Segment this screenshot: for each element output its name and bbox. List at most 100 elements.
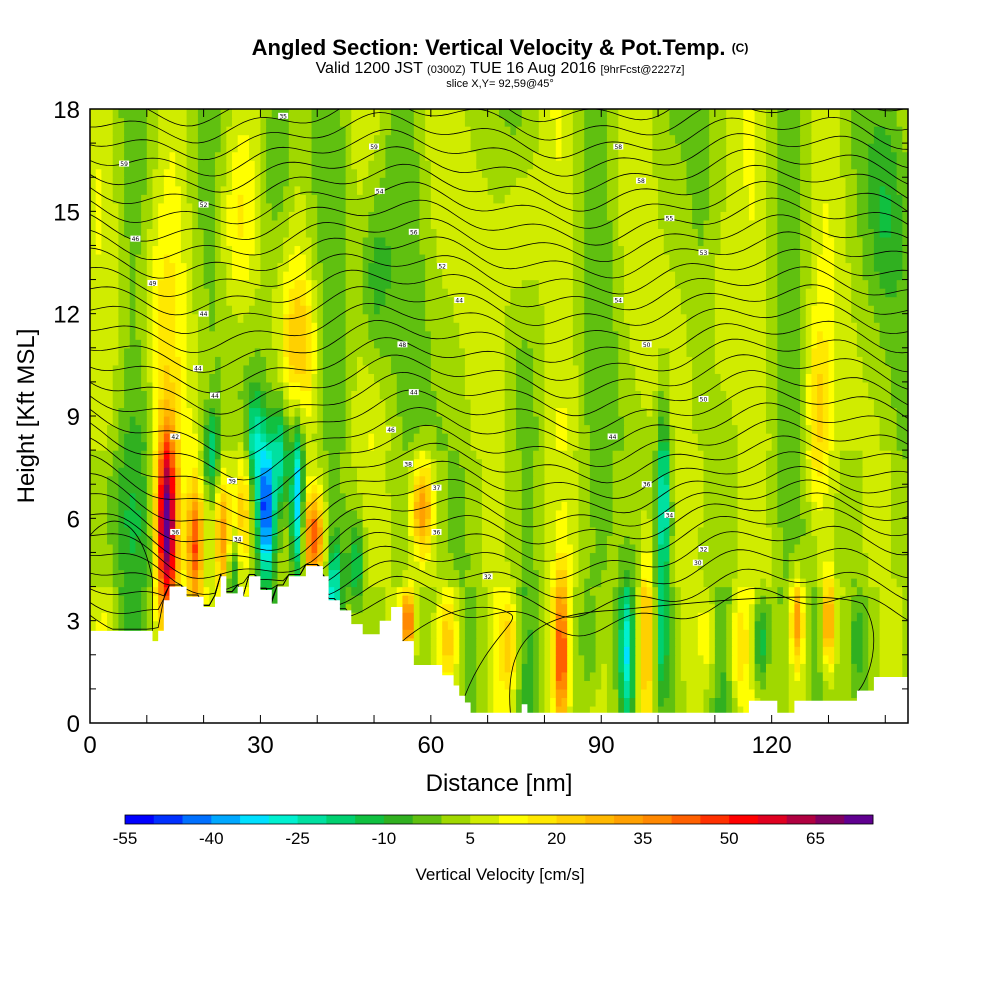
- velocity-cell: [765, 492, 778, 502]
- velocity-cell: [283, 543, 290, 554]
- velocity-cell: [271, 569, 279, 579]
- velocity-cell: [646, 680, 653, 690]
- velocity-cell: [339, 578, 352, 588]
- velocity-cell: [578, 518, 591, 528]
- velocity-cell: [436, 518, 449, 528]
- velocity-cell: [879, 603, 903, 613]
- velocity-cell: [533, 526, 546, 536]
- velocity-cell: [714, 271, 767, 281]
- velocity-cell: [277, 364, 284, 374]
- velocity-cell: [464, 543, 483, 554]
- velocity-cell: [800, 663, 807, 673]
- velocity-cell: [873, 253, 903, 264]
- velocity-cell: [124, 578, 148, 588]
- velocity-cell: [641, 646, 653, 656]
- velocity-cell: [260, 475, 267, 485]
- velocity-cell: [379, 117, 392, 127]
- velocity-cell: [197, 509, 205, 519]
- velocity-cell: [413, 492, 421, 502]
- contour-label-bg: [664, 215, 675, 222]
- velocity-cell: [214, 560, 222, 571]
- velocity-cell: [345, 160, 352, 170]
- colorbar-label: Vertical Velocity [cm/s]: [415, 865, 584, 884]
- velocity-cell: [879, 271, 903, 281]
- velocity-cell: [95, 245, 102, 255]
- velocity-cell: [805, 578, 818, 588]
- velocity-cell: [158, 424, 165, 434]
- velocity-cell: [283, 296, 290, 306]
- velocity-cell: [339, 109, 352, 119]
- velocity-cell: [669, 424, 676, 434]
- velocity-cell: [391, 501, 409, 511]
- velocity-cell: [311, 151, 347, 161]
- velocity-cell: [146, 168, 154, 178]
- velocity-cell: [368, 364, 392, 374]
- velocity-cell: [737, 688, 756, 699]
- velocity-cell: [317, 211, 347, 221]
- velocity-cell: [220, 424, 244, 434]
- velocity-cell: [533, 356, 546, 366]
- velocity-cell: [709, 194, 727, 204]
- velocity-cell: [800, 535, 818, 545]
- velocity-cell: [169, 552, 176, 562]
- velocity-cell: [800, 416, 807, 426]
- velocity-cell: [186, 271, 193, 281]
- velocity-cell: [606, 168, 619, 178]
- velocity-cell: [311, 535, 318, 545]
- velocity-cell: [811, 509, 835, 519]
- velocity-cell: [834, 441, 881, 451]
- velocity-cell: [152, 595, 159, 605]
- velocity-cell: [618, 330, 631, 340]
- velocity-cell: [487, 663, 494, 673]
- velocity-cell: [839, 134, 852, 144]
- velocity-cell: [141, 211, 154, 221]
- velocity-cell: [118, 509, 125, 519]
- velocity-cell: [800, 569, 818, 579]
- velocity-cell: [476, 671, 489, 681]
- velocity-cell: [152, 518, 159, 528]
- velocity-cell: [141, 194, 154, 204]
- velocity-cell: [765, 313, 778, 323]
- velocity-cell: [152, 313, 159, 323]
- velocity-cell: [811, 398, 818, 409]
- velocity-cell: [118, 416, 131, 426]
- velocity-cell: [232, 543, 239, 554]
- velocity-cell: [890, 373, 908, 383]
- velocity-cell: [777, 126, 801, 136]
- velocity-cell: [589, 569, 602, 579]
- velocity-cell: [658, 654, 665, 664]
- velocity-cell: [856, 578, 869, 588]
- velocity-cell: [822, 595, 835, 605]
- velocity-cell: [356, 373, 375, 383]
- velocity-cell: [203, 450, 210, 460]
- velocity-cell: [845, 245, 864, 255]
- velocity-cell: [828, 219, 847, 229]
- velocity-cell: [186, 160, 199, 170]
- velocity-cell: [618, 620, 625, 630]
- velocity-cell: [777, 501, 801, 511]
- velocity-cell: [90, 168, 97, 178]
- velocity-cell: [254, 450, 262, 460]
- velocity-cell: [714, 279, 767, 289]
- velocity-cell: [504, 364, 517, 374]
- velocity-cell: [726, 671, 733, 681]
- velocity-cell: [817, 416, 824, 426]
- velocity-cell: [544, 475, 580, 485]
- velocity-cell: [226, 143, 239, 153]
- velocity-cell: [618, 117, 653, 127]
- velocity-cell: [879, 339, 908, 349]
- velocity-cell: [345, 586, 352, 596]
- velocity-cell: [197, 219, 216, 229]
- velocity-cell: [879, 595, 903, 605]
- velocity-cell: [146, 390, 154, 400]
- velocity-cell: [271, 305, 284, 315]
- velocity-cell: [345, 245, 364, 255]
- velocity-cell: [595, 654, 614, 664]
- velocity-cell: [800, 219, 813, 229]
- velocity-cell: [447, 467, 466, 477]
- velocity-cell: [692, 390, 727, 400]
- contour-label: 46: [387, 427, 395, 434]
- velocity-cell: [470, 560, 483, 571]
- velocity-cell: [834, 364, 864, 374]
- velocity-cell: [322, 296, 347, 306]
